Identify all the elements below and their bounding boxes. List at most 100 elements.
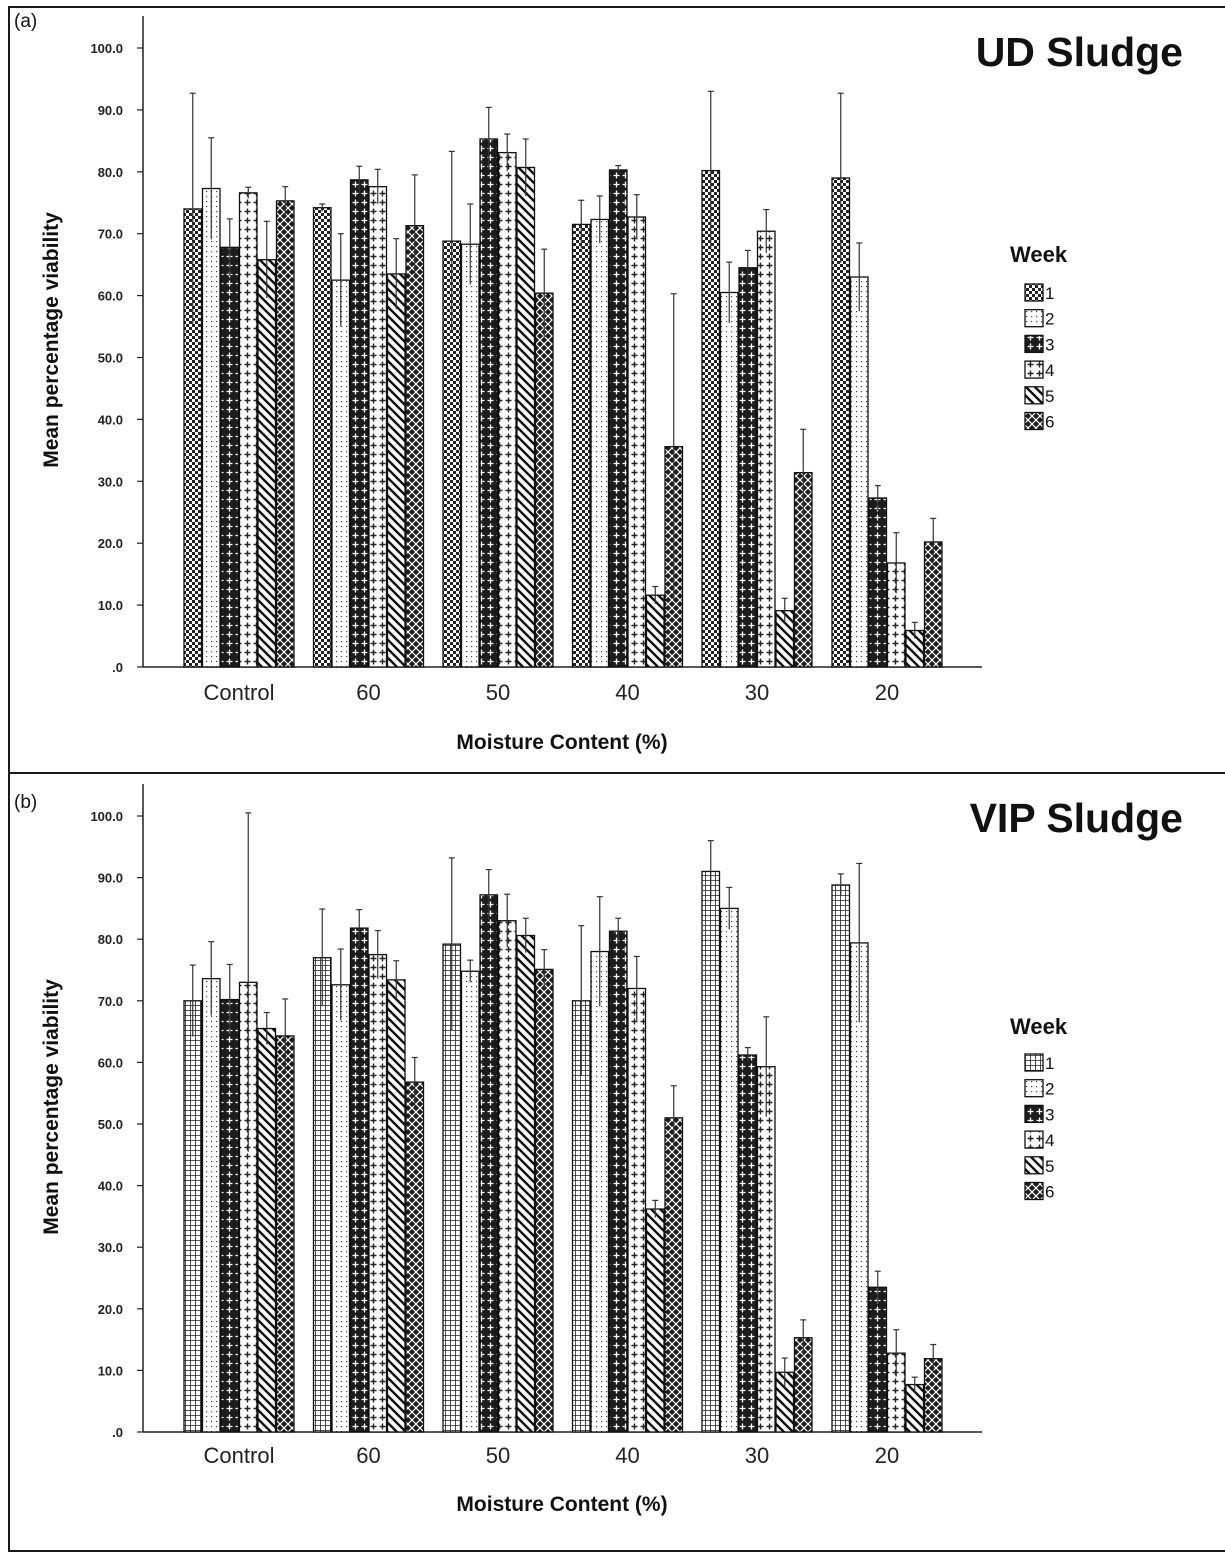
bar-week-2-60	[331, 279, 351, 668]
legend-label: 6	[1045, 413, 1054, 432]
bar-week-4-30	[756, 230, 776, 668]
bar-week-3-40	[608, 930, 628, 1433]
legend-label: 2	[1045, 310, 1054, 329]
y-tick-label: 50.0	[98, 351, 123, 366]
bar-week-3-20	[868, 1286, 888, 1433]
y-tick-label: .0	[112, 660, 123, 675]
legend-label: 1	[1045, 1054, 1054, 1073]
bar-week-2-60	[331, 984, 351, 1433]
bar-week-3-control	[220, 246, 240, 668]
y-tick-label: .0	[112, 1425, 123, 1440]
legend-swatch	[1024, 386, 1044, 405]
y-tick-label: 20.0	[98, 1302, 123, 1317]
bar-week-5-control	[257, 259, 277, 668]
bar-week-4-60	[368, 953, 388, 1433]
x-category-label: Control	[204, 680, 275, 705]
bar-week-6-60	[405, 1081, 425, 1433]
y-tick-label: 80.0	[98, 932, 123, 947]
y-tick-label: 30.0	[98, 474, 123, 489]
y-tick-label: 60.0	[98, 1055, 123, 1070]
x-axis-title: Moisture Content (%)	[456, 731, 667, 754]
legend-title: Week	[1010, 242, 1068, 267]
bar-week-4-40	[627, 987, 647, 1433]
y-tick-label: 100.0	[90, 809, 123, 824]
bar-week-6-50	[534, 292, 554, 668]
bar-week-5-40	[645, 594, 665, 668]
y-tick-label: 50.0	[98, 1117, 123, 1132]
bar-week-1-control	[183, 1000, 203, 1433]
chart-title: UD Sludge	[976, 29, 1183, 75]
bar-week-1-40	[571, 223, 591, 668]
x-category-label: 20	[875, 1443, 899, 1468]
bar-week-3-20	[868, 497, 888, 668]
legend-label: 5	[1045, 1157, 1054, 1176]
bar-week-4-30	[756, 1066, 776, 1433]
bar-week-3-60	[349, 927, 369, 1433]
bar-week-4-control	[238, 192, 258, 668]
x-category-label: Control	[204, 1443, 275, 1468]
legend-label: 4	[1045, 361, 1054, 380]
legend-label: 1	[1045, 284, 1054, 303]
legend-swatch	[1024, 1079, 1044, 1098]
bar-week-2-40	[590, 950, 610, 1433]
legend-label: 3	[1045, 335, 1054, 354]
y-tick-label: 20.0	[98, 536, 123, 551]
legend-swatch	[1024, 1156, 1044, 1175]
bar-week-2-20	[849, 276, 869, 668]
chart-a: (a) UD Sludge 100.0 90.0 80.0 70.0 60 .0 50.0 40.…	[14, 11, 1183, 754]
y-tick-label: 100.0	[90, 41, 123, 56]
y-tick-label: 10.0	[98, 598, 123, 613]
y-tick-label: 90.0	[98, 871, 123, 886]
legend-swatch	[1024, 1181, 1044, 1201]
x-category-label: 40	[615, 1443, 639, 1468]
x-category-label: 40	[615, 680, 639, 705]
y-tick-label: 10.0	[98, 1363, 123, 1378]
bar-week-1-20	[831, 884, 851, 1433]
legend-label: 6	[1045, 1183, 1054, 1202]
bar-week-1-60	[312, 207, 332, 668]
legend-label: 4	[1045, 1131, 1054, 1150]
legend-label: 2	[1045, 1080, 1054, 1099]
bar-week-5-40	[645, 1208, 665, 1433]
bar-week-4-40	[627, 216, 647, 668]
legend-swatch	[1024, 283, 1044, 302]
panel-label: (a)	[14, 11, 37, 32]
bar-week-5-50	[516, 166, 536, 668]
bar-week-2-30	[719, 291, 739, 668]
x-category-label: 60	[356, 680, 380, 705]
bar-week-2-50	[460, 970, 480, 1433]
legend-label: 3	[1045, 1105, 1054, 1124]
bar-week-3-50	[479, 138, 499, 668]
legend-swatch	[1024, 1130, 1044, 1149]
x-axis-title: Moisture Content (%)	[456, 1493, 667, 1516]
bar-week-1-60	[312, 957, 332, 1433]
y-tick-label: 70.0	[98, 227, 123, 242]
y-tick-label: 80.0	[98, 165, 123, 180]
y-tick-label: 30.0	[98, 1240, 123, 1255]
legend-title: Week	[1010, 1014, 1068, 1039]
chart-b: (b) VIP Sludge100.090.080.070.060.050.040…	[14, 784, 1183, 1516]
x-category-label: 20	[875, 680, 899, 705]
legend-swatch	[1024, 411, 1044, 431]
legend-swatch	[1024, 1053, 1044, 1072]
legend-swatch	[1024, 1104, 1044, 1124]
bar-week-6-control	[275, 1035, 295, 1433]
bar-week-5-50	[516, 934, 536, 1433]
x-category-label: 50	[486, 680, 510, 705]
bar-week-6-60	[405, 225, 425, 668]
bar-week-5-control	[257, 1027, 277, 1433]
bar-week-2-40	[590, 218, 610, 668]
legend-label: 5	[1045, 387, 1054, 406]
bar-week-6-40	[664, 1117, 684, 1433]
bar-week-2-50	[460, 243, 480, 668]
y-tick-label: 40.0	[98, 412, 123, 427]
y-tick-label: 90.0	[98, 103, 123, 118]
bar-week-4-60	[368, 186, 388, 668]
bar-week-6-50	[534, 968, 554, 1433]
bar-week-2-control	[201, 977, 221, 1433]
bar-week-5-60	[386, 979, 406, 1433]
bar-week-4-50	[497, 151, 517, 668]
x-category-label: 60	[356, 1443, 380, 1468]
bar-week-6-control	[275, 200, 295, 668]
